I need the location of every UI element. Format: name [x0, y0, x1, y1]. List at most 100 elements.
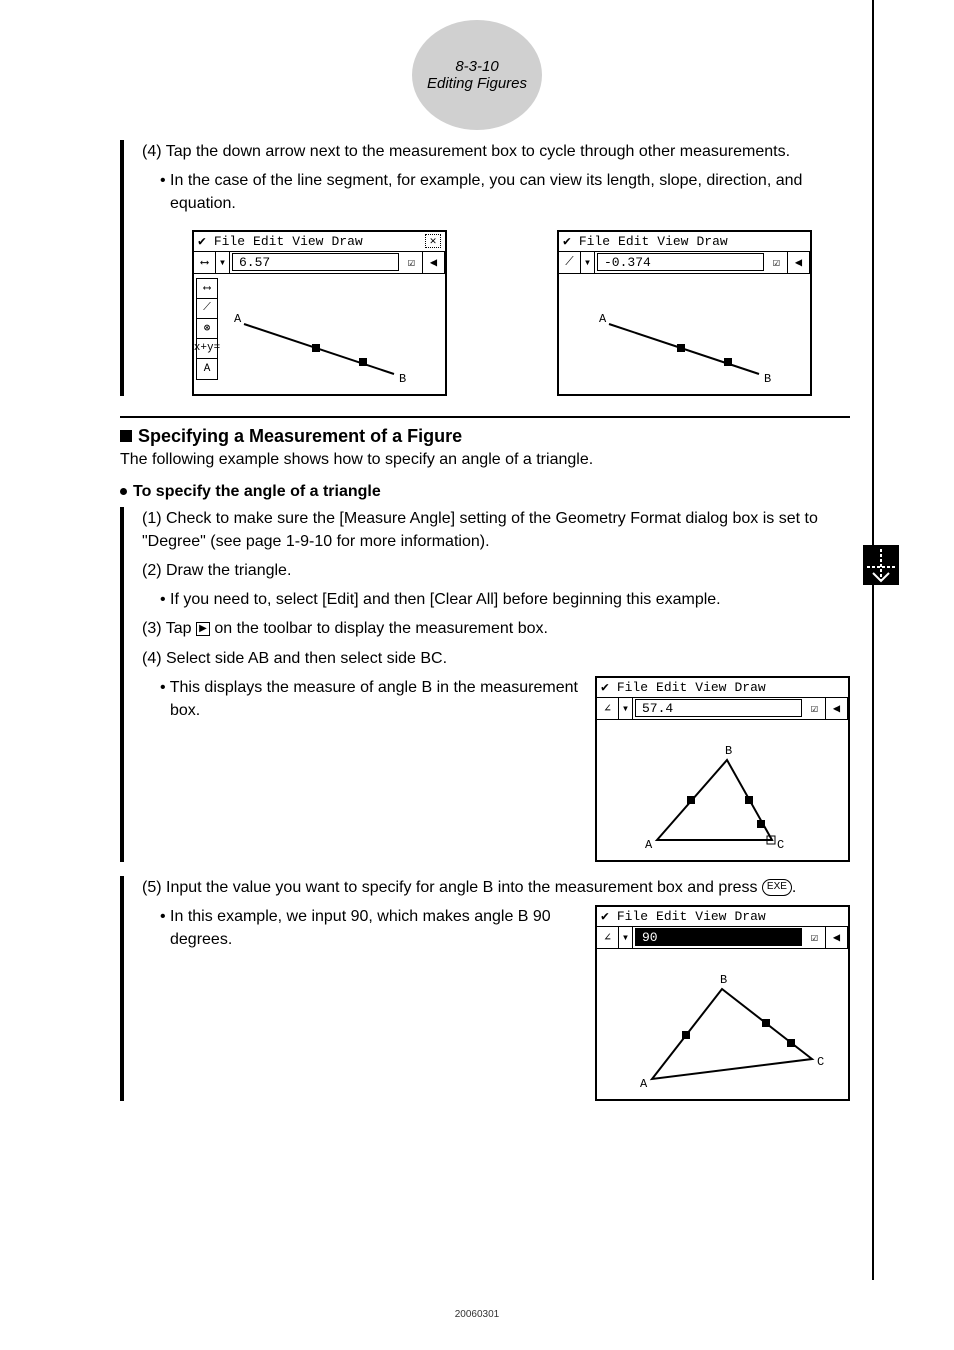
- section-divider: [120, 416, 850, 418]
- measure-type-icon[interactable]: ⟋: [559, 252, 581, 273]
- section-title-text: Specifying a Measurement of a Figure: [138, 426, 462, 446]
- square-bullet-icon: [120, 430, 132, 442]
- screen-length: ✔ File Edit View Draw ✕ ⟷ ▾ 6.57 ☑ ◀: [192, 230, 447, 396]
- measurement-value: 57.4: [642, 701, 673, 716]
- page-header: 8-3-10 Editing Figures: [0, 20, 954, 130]
- menu-draw[interactable]: Draw: [734, 680, 765, 695]
- close-icon[interactable]: ✕: [425, 234, 441, 248]
- subsection-title: To specify the angle of a triangle: [120, 483, 850, 501]
- confirm-icon[interactable]: ☑: [401, 252, 423, 273]
- menubar: ✔ File Edit View Draw: [559, 232, 810, 252]
- dropdown-icon[interactable]: ▾: [216, 252, 230, 273]
- canvas: A B C: [597, 720, 848, 860]
- measure-type-icon[interactable]: ⟷: [194, 252, 216, 273]
- step-5-bullet: • In this example, we input 90, which ma…: [160, 905, 581, 951]
- canvas: A B: [194, 274, 445, 394]
- menu-view[interactable]: View: [695, 909, 726, 924]
- step-4-text: (4) Tap the down arrow next to the measu…: [142, 140, 850, 163]
- toolbar: ⟋ ▾ -0.374 ☑ ◀: [559, 252, 810, 274]
- svg-text:B: B: [725, 744, 732, 758]
- step-3: (3) Tap ▶ on the toolbar to display the …: [142, 617, 850, 640]
- step-5-detail: • In this example, we input 90, which ma…: [142, 905, 850, 1101]
- step-3-b: on the toolbar to display the measuremen…: [210, 620, 548, 637]
- section-title: Specifying a Measurement of a Figure: [120, 426, 850, 447]
- measurement-value: 6.57: [239, 255, 270, 270]
- app-icon: ✔: [198, 234, 206, 249]
- menu-file[interactable]: File: [579, 234, 610, 249]
- point-b-label: B: [399, 372, 406, 386]
- menu-edit[interactable]: Edit: [656, 680, 687, 695]
- block-step-5: (5) Input the value you want to specify …: [120, 876, 850, 1101]
- step-4-bullet: • In the case of the line segment, for e…: [160, 169, 850, 215]
- right-margin-rule: [872, 0, 874, 1280]
- dropdown-icon[interactable]: ▾: [581, 252, 595, 273]
- step-5-b: .: [792, 879, 796, 896]
- menu-file[interactable]: File: [617, 909, 648, 924]
- expand-toolbar-icon: ▶: [196, 622, 210, 636]
- step-2: (2) Draw the triangle.: [142, 559, 850, 582]
- app-icon: ✔: [601, 909, 609, 924]
- measurement-box[interactable]: 90: [635, 928, 802, 946]
- menubar: ✔ File Edit View Draw: [597, 907, 848, 927]
- toolbar: ∠ ▾ 90 ☑ ◀: [597, 927, 848, 949]
- collapse-icon[interactable]: ◀: [826, 927, 848, 948]
- screens-row-1: ✔ File Edit View Draw ✕ ⟷ ▾ 6.57 ☑ ◀: [192, 230, 850, 396]
- menu-edit[interactable]: Edit: [253, 234, 284, 249]
- app-icon: ✔: [563, 234, 571, 249]
- step-5-a: (5) Input the value you want to specify …: [142, 879, 762, 896]
- crop-mark-icon: [863, 545, 899, 585]
- measurement-box[interactable]: 57.4: [635, 699, 802, 717]
- angle-icon[interactable]: ∠: [597, 927, 619, 948]
- menu-edit[interactable]: Edit: [618, 234, 649, 249]
- step-4-detail: • This displays the measure of angle B i…: [142, 676, 850, 862]
- angle-icon[interactable]: ∠: [597, 698, 619, 719]
- subsection-title-text: To specify the angle of a triangle: [133, 483, 381, 500]
- collapse-icon[interactable]: ◀: [826, 698, 848, 719]
- menu-draw[interactable]: Draw: [734, 909, 765, 924]
- section-intro: The following example shows how to speci…: [120, 451, 850, 469]
- screen-slope: ✔ File Edit View Draw ⟋ ▾ -0.374 ☑ ◀: [557, 230, 812, 396]
- confirm-icon[interactable]: ☑: [804, 698, 826, 719]
- menubar: ✔ File Edit View Draw: [597, 678, 848, 698]
- step-4: (4) Select side AB and then select side …: [142, 647, 850, 670]
- section-name: Editing Figures: [427, 75, 527, 92]
- menu-view[interactable]: View: [292, 234, 323, 249]
- step-3-a: (3) Tap: [142, 620, 196, 637]
- measurement-box[interactable]: -0.374: [597, 253, 764, 271]
- collapse-icon[interactable]: ◀: [423, 252, 445, 273]
- menu-file[interactable]: File: [617, 680, 648, 695]
- page-ref: 8-3-10: [455, 58, 498, 75]
- menu-file[interactable]: File: [214, 234, 245, 249]
- dropdown-icon[interactable]: ▾: [619, 698, 633, 719]
- step-2-bullet: • If you need to, select [Edit] and then…: [160, 588, 850, 611]
- screen-angle-before: ✔ File Edit View Draw ∠ ▾ 57.4 ☑ ◀: [595, 676, 850, 862]
- toolbar: ∠ ▾ 57.4 ☑ ◀: [597, 698, 848, 720]
- collapse-icon[interactable]: ◀: [788, 252, 810, 273]
- confirm-icon[interactable]: ☑: [766, 252, 788, 273]
- menubar: ✔ File Edit View Draw ✕: [194, 232, 445, 252]
- screen-angle-after: ✔ File Edit View Draw ∠ ▾ 90 ☑ ◀: [595, 905, 850, 1101]
- exe-key-icon: EXE: [762, 879, 792, 896]
- canvas: A B C: [597, 949, 848, 1099]
- measurement-box[interactable]: 6.57: [232, 253, 399, 271]
- measurement-value: 90: [642, 930, 658, 945]
- step-5: (5) Input the value you want to specify …: [142, 876, 850, 899]
- confirm-icon[interactable]: ☑: [804, 927, 826, 948]
- svg-text:B: B: [764, 372, 771, 386]
- canvas: A B: [559, 274, 810, 394]
- toolbar: ⟷ ▾ 6.57 ☑ ◀: [194, 252, 445, 274]
- content: (4) Tap the down arrow next to the measu…: [120, 140, 850, 1101]
- menu-edit[interactable]: Edit: [656, 909, 687, 924]
- menu-draw[interactable]: Draw: [696, 234, 727, 249]
- header-badge: 8-3-10 Editing Figures: [412, 20, 542, 130]
- point-a-label: A: [234, 312, 242, 326]
- svg-text:C: C: [777, 838, 784, 852]
- menu-view[interactable]: View: [695, 680, 726, 695]
- svg-text:A: A: [640, 1077, 648, 1091]
- measurement-value: -0.374: [604, 255, 651, 270]
- block-steps-1-2: (1) Check to make sure the [Measure Angl…: [120, 507, 850, 862]
- menu-view[interactable]: View: [657, 234, 688, 249]
- footer-code: 20060301: [0, 1309, 954, 1320]
- menu-draw[interactable]: Draw: [331, 234, 362, 249]
- dropdown-icon[interactable]: ▾: [619, 927, 633, 948]
